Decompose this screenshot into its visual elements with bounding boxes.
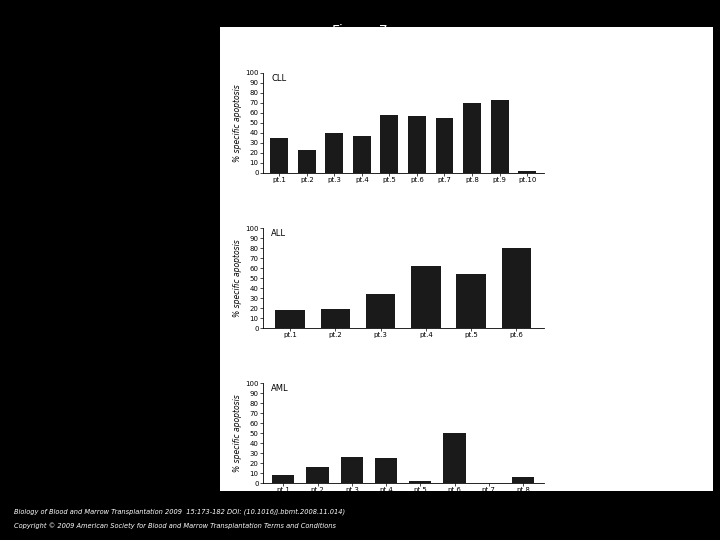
Text: ALL: ALL — [271, 229, 287, 238]
Bar — [325, 133, 343, 173]
Bar — [341, 457, 363, 483]
Bar — [408, 116, 426, 173]
Bar — [298, 150, 316, 173]
Bar — [490, 100, 508, 173]
Bar — [456, 274, 486, 328]
Text: CLL: CLL — [271, 74, 287, 83]
Bar — [366, 294, 395, 328]
Bar — [320, 309, 350, 328]
Y-axis label: % specific apoptosis: % specific apoptosis — [233, 394, 243, 472]
Bar — [512, 477, 534, 483]
Text: AML: AML — [271, 384, 289, 393]
Text: B: B — [201, 223, 210, 236]
Bar — [271, 138, 288, 173]
Bar — [463, 103, 481, 173]
Text: Biology of Blood and Marrow Transplantation 2009  15:173-182 DOI: (10.1016/j.bbm: Biology of Blood and Marrow Transplantat… — [14, 509, 346, 515]
Bar — [375, 458, 397, 483]
Y-axis label: % specific apoptosis: % specific apoptosis — [233, 84, 243, 162]
Bar — [380, 115, 398, 173]
Text: Figure 7: Figure 7 — [332, 24, 388, 38]
Y-axis label: % specific apoptosis: % specific apoptosis — [233, 239, 243, 317]
Bar — [411, 266, 441, 328]
Bar — [353, 136, 371, 173]
Bar — [272, 475, 294, 483]
Bar — [409, 481, 431, 483]
Text: C: C — [201, 378, 210, 391]
Bar — [275, 310, 305, 328]
Bar — [518, 171, 536, 173]
Bar — [436, 118, 454, 173]
Text: A: A — [201, 68, 211, 81]
Bar — [502, 248, 531, 328]
Bar — [444, 433, 466, 483]
Bar — [307, 467, 329, 483]
Text: Copyright © 2009 American Society for Blood and Marrow Transplantation Terms and: Copyright © 2009 American Society for Bl… — [14, 523, 336, 529]
